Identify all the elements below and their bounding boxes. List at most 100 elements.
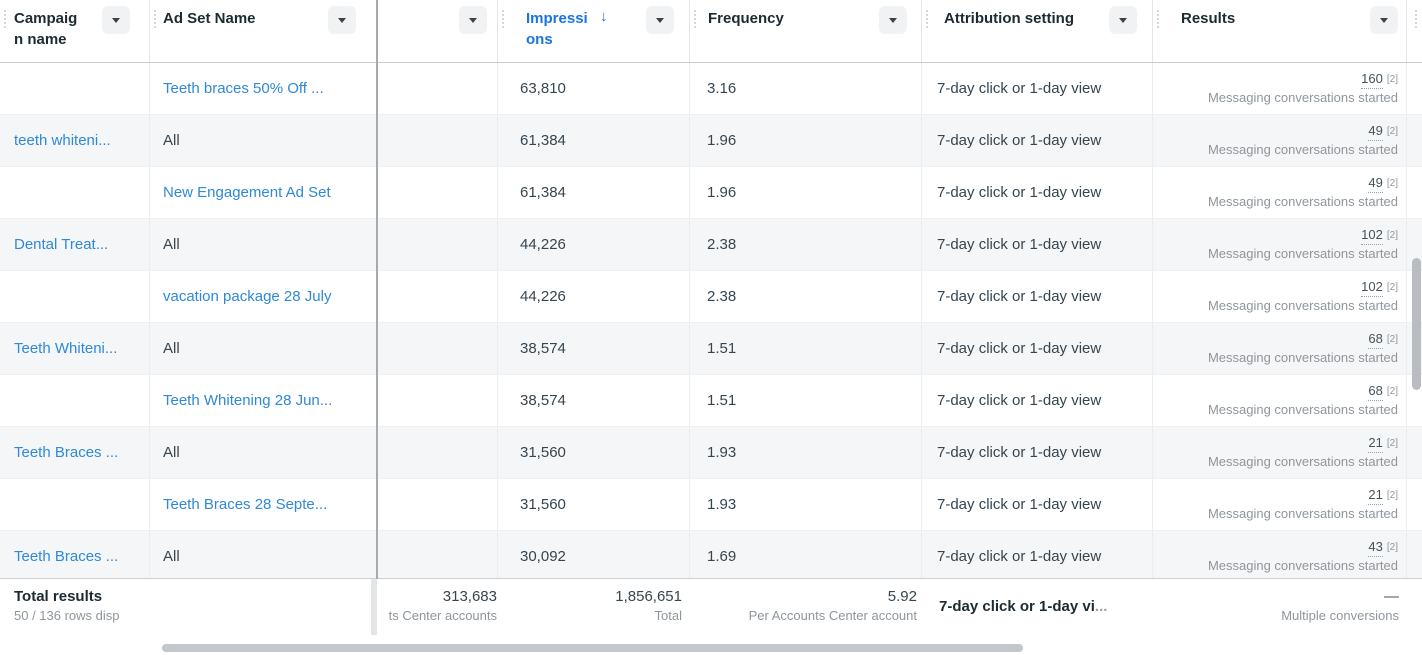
hidden-column-cell xyxy=(377,427,498,479)
results-value[interactable]: 68 xyxy=(1368,330,1383,349)
adset-name-cell: All xyxy=(150,531,377,578)
column-menu-button[interactable] xyxy=(646,6,674,34)
column-header-impressions[interactable]: Impressions ↓ xyxy=(498,0,690,62)
column-header-attribution-setting[interactable]: Attribution setting xyxy=(922,0,1153,62)
table-row: Teeth Whitening 28 Jun... 38,574 1.51 7-… xyxy=(0,375,1422,427)
totals-title: Total results xyxy=(14,588,103,605)
column-menu-button[interactable] xyxy=(879,6,907,34)
column-header-campaign-name[interactable]: Campaign name xyxy=(0,0,150,62)
campaign-name[interactable]: Dental Treat... xyxy=(14,236,109,253)
next-column-cell xyxy=(1407,531,1422,578)
campaign-name[interactable]: Teeth Braces ... xyxy=(14,444,119,461)
impressions-cell: 44,226 xyxy=(498,219,690,271)
frequency-value: 2.38 xyxy=(707,236,737,253)
column-header-frequency[interactable]: Frequency xyxy=(690,0,922,62)
results-metric-label: Messaging conversations started xyxy=(1207,298,1398,313)
table-row: Teeth Braces ... All 31,560 1.93 7-day c… xyxy=(0,427,1422,479)
column-drag-handle-icon[interactable] xyxy=(1157,10,1159,28)
campaign-name-cell xyxy=(0,479,150,531)
table-row: Teeth Braces 28 Septe... 31,560 1.93 7-d… xyxy=(0,479,1422,531)
vertical-scrollbar-thumb[interactable] xyxy=(1412,258,1421,390)
results-value[interactable]: 21 xyxy=(1368,486,1383,505)
results-cell: 68 [2] Messaging conversations started xyxy=(1153,375,1407,427)
caret-down-icon xyxy=(338,17,346,23)
column-menu-button[interactable] xyxy=(328,6,356,34)
adset-name-cell: All xyxy=(150,219,377,271)
table-row: vacation package 28 July 44,226 2.38 7-d… xyxy=(0,271,1422,323)
column-menu-button[interactable] xyxy=(459,6,487,34)
results-value[interactable]: 160 xyxy=(1361,70,1383,89)
adset-name-cell: New Engagement Ad Set xyxy=(150,167,377,219)
results-footnote: [2] xyxy=(1386,541,1398,553)
results-value[interactable]: 49 xyxy=(1368,174,1383,193)
results-cell: 49 [2] Messaging conversations started xyxy=(1153,167,1407,219)
results-cell: 21 [2] Messaging conversations started xyxy=(1153,479,1407,531)
adset-name-cell: All xyxy=(150,427,377,479)
column-drag-handle-icon[interactable] xyxy=(926,10,928,28)
totals-title-cell: Total results 50 / 136 rows disp xyxy=(0,579,150,640)
results-metric-label: Messaging conversations started xyxy=(1207,194,1398,209)
impressions-cell: 61,384 xyxy=(498,167,690,219)
attribution-setting-cell: 7-day click or 1-day view xyxy=(922,531,1153,578)
attribution-setting-value: 7-day click or 1-day view xyxy=(937,236,1102,253)
frequency-value: 3.16 xyxy=(707,80,737,97)
results-value[interactable]: 102 xyxy=(1361,278,1383,297)
adset-name[interactable]: vacation package 28 July xyxy=(163,288,332,305)
results-value[interactable]: 49 xyxy=(1368,122,1383,141)
adset-name[interactable]: Teeth Braces 28 Septe... xyxy=(163,496,328,513)
adset-name: All xyxy=(163,444,180,461)
column-header-partially-hidden[interactable] xyxy=(377,0,498,62)
table-row: Teeth Braces ... All 30,092 1.69 7-day c… xyxy=(0,531,1422,578)
results-value[interactable]: 102 xyxy=(1361,226,1383,245)
hidden-column-cell xyxy=(377,323,498,375)
adset-name[interactable]: Teeth Whitening 28 Jun... xyxy=(163,392,333,409)
campaign-name-cell xyxy=(0,63,150,115)
results-value[interactable]: 68 xyxy=(1368,382,1383,401)
results-value[interactable]: 21 xyxy=(1368,434,1383,453)
frequency-cell: 1.96 xyxy=(690,167,922,219)
campaign-name[interactable]: Teeth Whiteni... xyxy=(14,340,118,357)
horizontal-scrollbar-thumb[interactable] xyxy=(162,644,1023,652)
impressions-cell: 38,574 xyxy=(498,323,690,375)
column-drag-handle-icon[interactable] xyxy=(1415,10,1417,28)
results-total-label: Multiple conversions xyxy=(1281,608,1399,623)
column-menu-button[interactable] xyxy=(1370,6,1398,34)
column-header-label: Campaign name xyxy=(14,10,78,48)
frequency-total-label: Per Accounts Center account xyxy=(748,608,917,623)
adset-name[interactable]: New Engagement Ad Set xyxy=(163,184,331,201)
column-drag-handle-icon[interactable] xyxy=(694,10,696,28)
campaign-name-cell xyxy=(0,375,150,427)
table-row: Teeth Whiteni... All 38,574 1.51 7-day c… xyxy=(0,323,1422,375)
results-cell: 49 [2] Messaging conversations started xyxy=(1153,115,1407,167)
column-menu-button[interactable] xyxy=(102,6,130,34)
attribution-setting-cell: 7-day click or 1-day view xyxy=(922,219,1153,271)
column-header-results[interactable]: Results xyxy=(1153,0,1407,62)
column-drag-handle-icon[interactable] xyxy=(4,10,6,28)
column-drag-handle-icon[interactable] xyxy=(154,10,156,28)
results-metric-label: Messaging conversations started xyxy=(1207,350,1398,365)
adset-name[interactable]: Teeth braces 50% Off ... xyxy=(163,80,324,97)
reach-total-value: 313,683 xyxy=(442,588,497,605)
totals-results-cell: — Multiple conversions xyxy=(1153,579,1407,640)
next-column-cell xyxy=(1407,115,1422,167)
column-header-ad-set-name[interactable]: Ad Set Name xyxy=(150,0,377,62)
totals-attribution-cell: 7-day click or 1-day vi... xyxy=(922,579,1153,640)
campaign-name[interactable]: teeth whiteni... xyxy=(14,132,111,149)
impressions-total-value: 1,856,651 xyxy=(615,588,682,605)
next-column-cell xyxy=(1407,63,1422,115)
attribution-setting-value: 7-day click or 1-day view xyxy=(937,184,1102,201)
column-drag-handle-icon[interactable] xyxy=(502,10,504,28)
column-menu-button[interactable] xyxy=(1109,6,1137,34)
campaign-name[interactable]: Teeth Braces ... xyxy=(14,548,119,565)
impressions-cell: 31,560 xyxy=(498,479,690,531)
hidden-column-cell xyxy=(377,219,498,271)
impressions-value: 61,384 xyxy=(520,132,566,149)
next-column-cell xyxy=(1407,167,1422,219)
attribution-total-ellipsis: ... xyxy=(1094,598,1108,615)
results-value[interactable]: 43 xyxy=(1368,538,1383,557)
frozen-pane-divider[interactable] xyxy=(376,0,378,579)
hidden-column-cell xyxy=(377,479,498,531)
frequency-cell: 1.96 xyxy=(690,115,922,167)
results-metric-label: Messaging conversations started xyxy=(1207,558,1398,573)
